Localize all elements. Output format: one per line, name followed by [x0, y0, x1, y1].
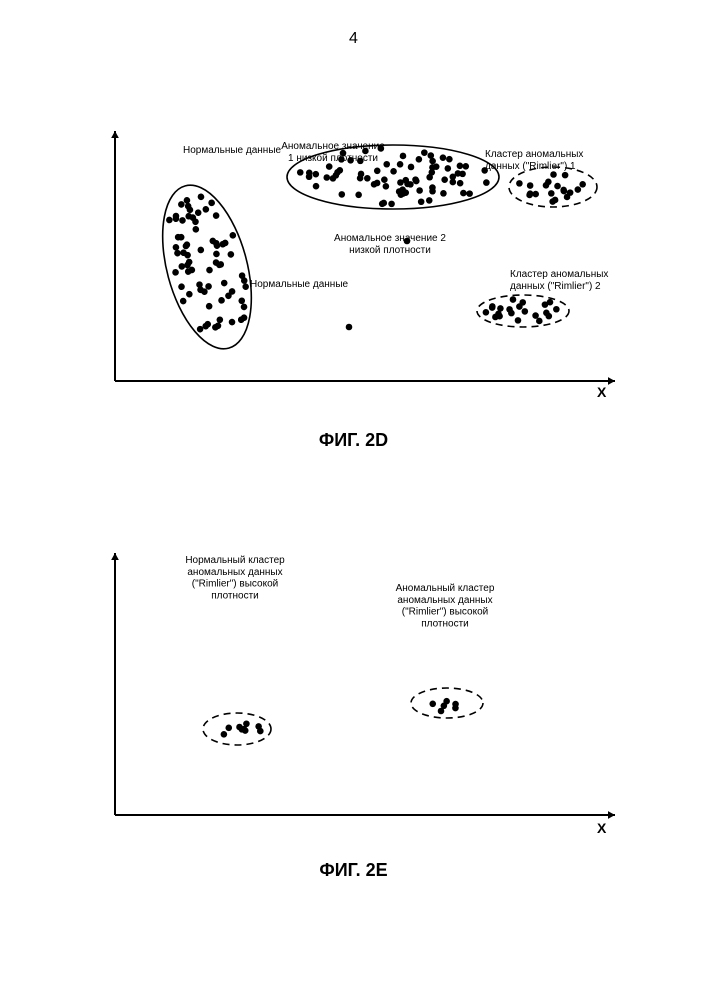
fig-2e-caption: ФИГ. 2E: [0, 860, 707, 881]
normal-cluster-1: [147, 176, 268, 359]
normal-data-2-label: Нормальные данные: [250, 279, 349, 290]
rimlier-cluster-1: [477, 295, 569, 327]
x-axis-label: X: [597, 820, 607, 836]
fig-2e: X Y Нормальный кластераномальных данных("R…: [95, 545, 625, 845]
fig-2d-svg: XYНормальные данныеАномальное значение1 …: [95, 125, 625, 415]
fig-2e-svg: X Y Нормальный кластераномальных данных("R…: [95, 545, 625, 845]
anomaly-2-label: Аномальное значение 2низкой плотности: [334, 233, 446, 256]
anomalous-rimlier-label: Аномальный кластераномальных данных("Rim…: [396, 583, 495, 629]
x-axis-label: X: [597, 384, 607, 400]
anomaly-point-1: [346, 324, 353, 331]
page-number: 4: [0, 30, 707, 48]
rimlier-anomalous: [411, 688, 483, 718]
fig-2d-caption: ФИГ. 2D: [0, 430, 707, 451]
anomaly-1-label: Аномальное значение1 низкой плотности: [281, 141, 385, 164]
normal-rimlier-label: Нормальный кластераномальных данных("Rim…: [185, 555, 285, 601]
fig-2d: XYНормальные данныеАномальное значение1 …: [95, 125, 625, 415]
rimlier-cluster-2: [509, 167, 597, 207]
y-axis-label: Y: [107, 125, 117, 126]
rimlier-2-label: Кластер аномальныхданных ("Rimlier") 2: [510, 269, 608, 292]
y-axis-label: Y: [107, 545, 117, 546]
rimlier-normal: [203, 713, 271, 745]
rimlier-1-label: Кластер аномальныхданных ("Rimlier") 1: [485, 149, 583, 172]
normal-data-1-label: Нормальные данные: [183, 145, 282, 156]
page: 4 XYНормальные данныеАномальное значение…: [0, 0, 707, 1000]
